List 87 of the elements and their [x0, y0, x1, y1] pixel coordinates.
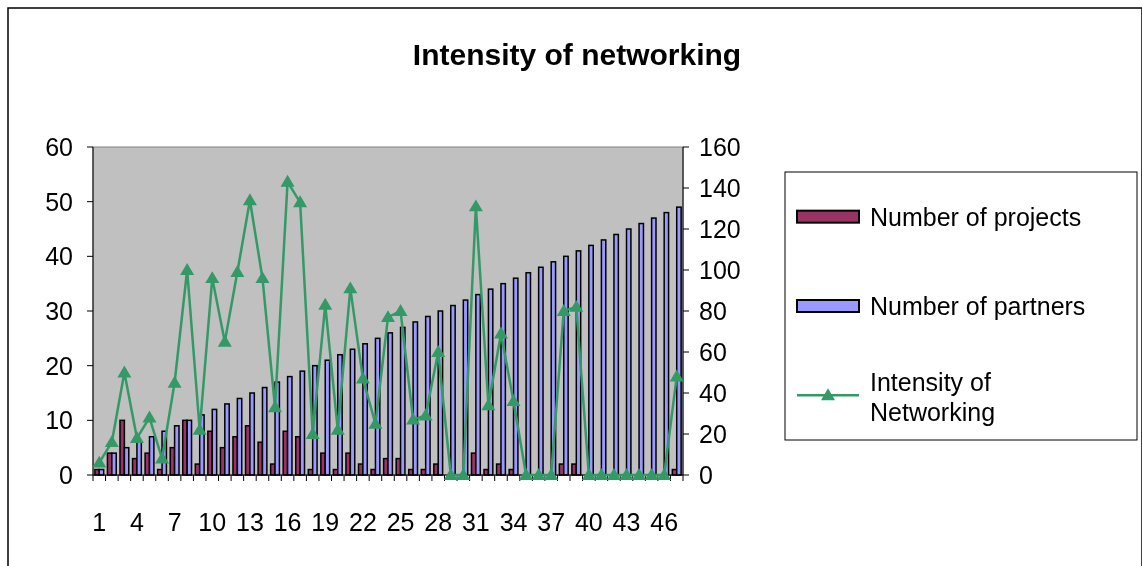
bar — [525, 271, 532, 476]
y2-tick-label: 140 — [699, 174, 741, 202]
point — [506, 394, 521, 407]
y-tick-label: 0 — [59, 461, 73, 489]
point — [230, 265, 245, 277]
point — [167, 375, 182, 388]
point — [556, 304, 571, 316]
x-tick-label: 43 — [612, 508, 641, 536]
x-tick-label: 1 — [92, 508, 107, 536]
point — [644, 468, 659, 480]
point — [242, 193, 257, 206]
point — [268, 400, 283, 413]
point — [318, 297, 333, 310]
x-tick-label: 31 — [461, 508, 490, 536]
point — [255, 271, 270, 284]
bar — [600, 239, 607, 476]
point — [305, 427, 320, 439]
x-tick-label: 25 — [386, 508, 415, 536]
x-tick-label: 16 — [273, 508, 302, 536]
legend-label: Intensity of Networking — [870, 368, 996, 427]
x-tick-label: 34 — [499, 508, 528, 536]
point — [205, 271, 220, 284]
bar — [638, 222, 645, 476]
bar — [450, 304, 456, 476]
bar — [588, 244, 594, 476]
y-tick-label: 60 — [45, 133, 73, 161]
point — [343, 281, 358, 294]
point — [594, 468, 609, 480]
point — [606, 468, 621, 480]
y2-tick-label: 0 — [699, 461, 713, 489]
x-tick-label: 40 — [574, 508, 603, 536]
point — [619, 468, 634, 480]
point — [657, 468, 672, 480]
legend-label: Number of projects — [870, 202, 1082, 231]
x-tick-label: 37 — [537, 508, 566, 536]
point — [569, 299, 584, 312]
point — [393, 304, 408, 316]
point — [493, 326, 508, 339]
point — [155, 451, 170, 464]
point — [406, 412, 421, 425]
x-tick-label: 28 — [424, 508, 453, 536]
y-tick-label: 20 — [45, 351, 73, 380]
point — [280, 174, 295, 187]
point — [456, 468, 471, 480]
x-tick-label: 13 — [236, 508, 264, 536]
point — [531, 468, 546, 480]
y2-tick-label: 120 — [699, 215, 741, 243]
point — [117, 365, 132, 378]
x-tick-label: 4 — [129, 508, 144, 536]
y2-tick-label: 60 — [699, 338, 727, 366]
point — [381, 310, 395, 323]
point — [418, 408, 433, 421]
point — [544, 468, 559, 480]
point — [581, 468, 596, 480]
y-tick-label: 40 — [45, 242, 73, 271]
y2-tick-label: 40 — [699, 379, 727, 407]
bar — [650, 217, 657, 476]
bar — [625, 228, 632, 476]
y2-tick-label: 100 — [699, 256, 741, 284]
y-tick-label: 10 — [45, 406, 73, 435]
point — [519, 468, 534, 480]
y2-tick-label: 80 — [699, 297, 727, 325]
x-tick-label: 46 — [650, 508, 679, 536]
x-tick-label: 19 — [311, 508, 340, 536]
bar — [613, 233, 620, 476]
y-tick-label: 30 — [45, 297, 73, 325]
point — [431, 345, 446, 357]
point — [129, 431, 144, 443]
point — [104, 435, 119, 448]
bar — [537, 266, 544, 476]
point — [293, 195, 308, 208]
y2-tick-label: 160 — [699, 133, 741, 161]
point — [355, 371, 370, 384]
point — [142, 410, 157, 423]
point — [180, 263, 195, 275]
y-tick-label: 50 — [45, 187, 73, 216]
x-tick-label: 22 — [348, 508, 377, 536]
point — [632, 468, 647, 480]
x-tick-label: 10 — [198, 508, 227, 536]
y2-tick-label: 20 — [699, 420, 727, 448]
legend-label: Number of partners — [870, 292, 1086, 320]
x-tick-label: 7 — [167, 508, 182, 536]
chart-title: Intensity of networking — [412, 38, 742, 71]
point — [443, 468, 458, 480]
point — [669, 369, 684, 382]
point — [468, 199, 483, 212]
point — [92, 455, 107, 468]
